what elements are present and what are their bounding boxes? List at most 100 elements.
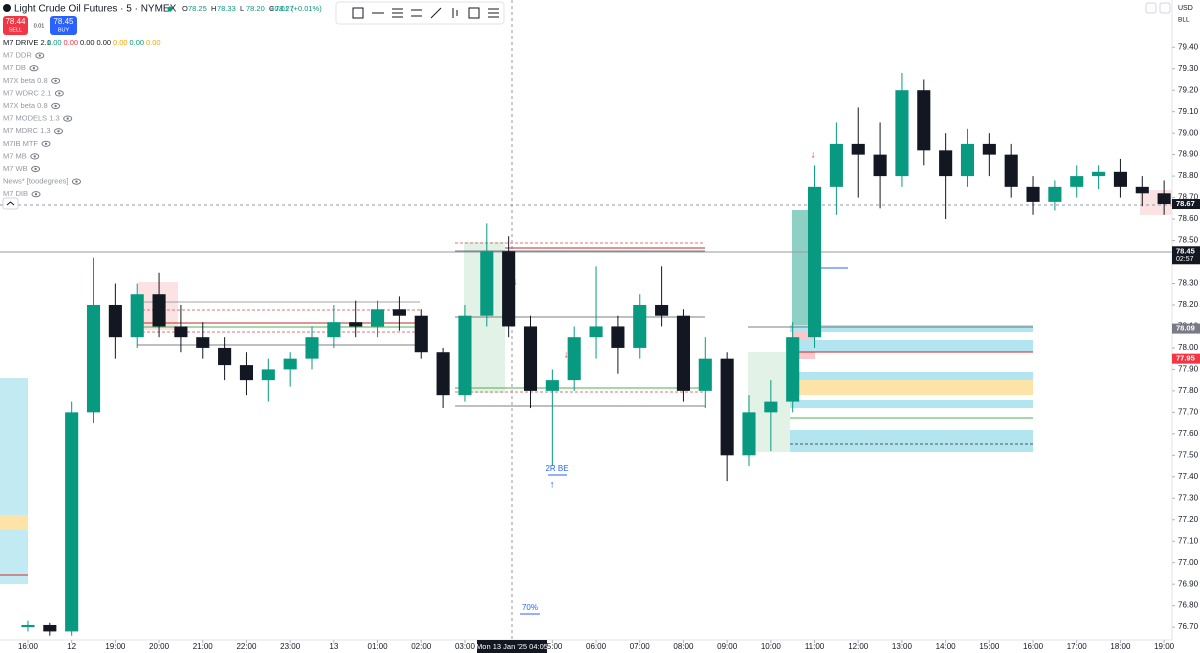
visibility-toggle[interactable]: [29, 65, 39, 72]
indicator-value: 0.00: [130, 38, 145, 47]
ohlc-key: L: [240, 4, 244, 13]
price-badge: [1172, 199, 1200, 210]
eye-pupil: [33, 155, 36, 158]
visibility-toggle[interactable]: [30, 153, 40, 160]
crosshair-label-bg: [477, 640, 547, 653]
candle-body: [1113, 171, 1127, 187]
buy-price: 78.45: [53, 17, 74, 26]
y-tick-label: 78.60: [1178, 214, 1199, 223]
indicator-name: M7 DB: [3, 63, 26, 72]
candle-body: [196, 337, 210, 348]
y-tick-label: 78.20: [1178, 300, 1199, 309]
buy-label: BUY: [58, 27, 70, 33]
x-tick-label: 12: [67, 642, 76, 651]
x-tick-label: 15:00: [979, 642, 1000, 651]
currency[interactable]: USD: [1178, 5, 1193, 12]
y-tick-label: 77.10: [1178, 536, 1199, 545]
x-tick-label: 23:00: [280, 642, 301, 651]
visibility-toggle[interactable]: [54, 128, 64, 135]
visibility-toggle[interactable]: [35, 52, 45, 59]
x-tick-label: 11:00: [805, 642, 825, 651]
collapse-button[interactable]: [2, 197, 19, 210]
tool-grid[interactable]: [468, 7, 480, 19]
y-tick-label: 79.00: [1178, 128, 1199, 137]
candle-body: [545, 380, 559, 391]
tool-rect[interactable]: [352, 7, 364, 19]
zone: [790, 380, 1033, 395]
candle-body: [283, 358, 297, 370]
tool-channel[interactable]: [411, 9, 422, 17]
candle-body: [218, 347, 232, 366]
y-tick-label: 77.30: [1178, 493, 1199, 502]
symbol-title[interactable]: Light Crude Oil Futures · 5 · NYMEX: [14, 4, 177, 15]
x-tick-label: 13:00: [892, 642, 913, 651]
candle-body: [1157, 193, 1171, 205]
visibility-toggle[interactable]: [41, 140, 51, 147]
indicator-name: M7IB MTF: [3, 139, 38, 148]
candle-body: [108, 304, 122, 338]
ohlc-value: 78.25: [188, 4, 207, 13]
x-tick-label: 16:00: [1023, 642, 1044, 651]
arrow-up: ↑: [550, 480, 555, 491]
y-tick-label: 78.80: [1178, 171, 1199, 180]
candle-body: [698, 358, 712, 391]
candle-body: [807, 186, 822, 338]
visibility-toggle[interactable]: [51, 77, 61, 84]
tool-settings[interactable]: [488, 8, 499, 18]
zone: [0, 378, 28, 584]
candle-body: [1048, 186, 1062, 202]
price-badge: [1172, 246, 1200, 265]
eye-pupil: [66, 117, 69, 120]
candle-body: [174, 326, 188, 338]
fullscreen-button[interactable]: [1159, 2, 1171, 14]
x-tick-label: 20:00: [149, 642, 170, 651]
candle-body: [152, 294, 166, 327]
price-badge-label: 77.95: [1176, 354, 1195, 363]
candle-body: [43, 624, 57, 632]
tool-fib[interactable]: [392, 8, 403, 18]
eye-pupil: [32, 67, 36, 70]
tool-candle[interactable]: [452, 8, 458, 18]
zone: [790, 372, 1033, 380]
candle-body: [458, 315, 472, 396]
y-tick-label: 78.00: [1178, 343, 1199, 352]
y-tick-label: 78.50: [1178, 236, 1199, 245]
candle-body: [676, 315, 691, 391]
candle-body: [523, 326, 538, 391]
chevron: [6, 201, 15, 206]
visibility-toggle[interactable]: [31, 165, 41, 173]
unit[interactable]: BLL: [1178, 17, 1190, 24]
indicator-value: 0.00: [146, 38, 161, 47]
visibility-toggle[interactable]: [71, 178, 81, 185]
buy-button[interactable]: [50, 16, 77, 35]
candle-body: [764, 401, 778, 413]
candle-body: [21, 624, 35, 628]
eye-pupil: [75, 180, 78, 183]
x-tick-label: 07:00: [630, 642, 651, 651]
candle-body: [633, 304, 647, 348]
candle-body: [742, 412, 756, 456]
sell-label: SELL: [9, 27, 22, 33]
y-tick-label: 77.80: [1178, 386, 1199, 395]
y-tick-label: 79.10: [1178, 107, 1199, 116]
visibility-toggle[interactable]: [51, 102, 61, 110]
indicator-name: M7 MB: [3, 151, 27, 160]
eye-pupil: [54, 104, 57, 108]
change: +0.01 (+0.01%): [270, 4, 322, 13]
visibility-toggle[interactable]: [63, 115, 73, 122]
zone: [790, 400, 1033, 408]
visibility-toggle[interactable]: [54, 90, 64, 97]
candle-body: [130, 294, 144, 338]
tool-trend[interactable]: [430, 7, 442, 19]
candles: [21, 73, 1171, 636]
visibility-toggle[interactable]: [31, 191, 41, 198]
sell-button[interactable]: [3, 16, 28, 35]
candle-body: [939, 150, 953, 177]
time-axis: [0, 640, 1172, 653]
zone: [790, 325, 1033, 332]
up-button[interactable]: [1145, 2, 1157, 14]
candle-body: [611, 326, 625, 348]
y-tick-label: 79.30: [1178, 64, 1199, 73]
y-tick-label: 79.40: [1178, 42, 1199, 51]
